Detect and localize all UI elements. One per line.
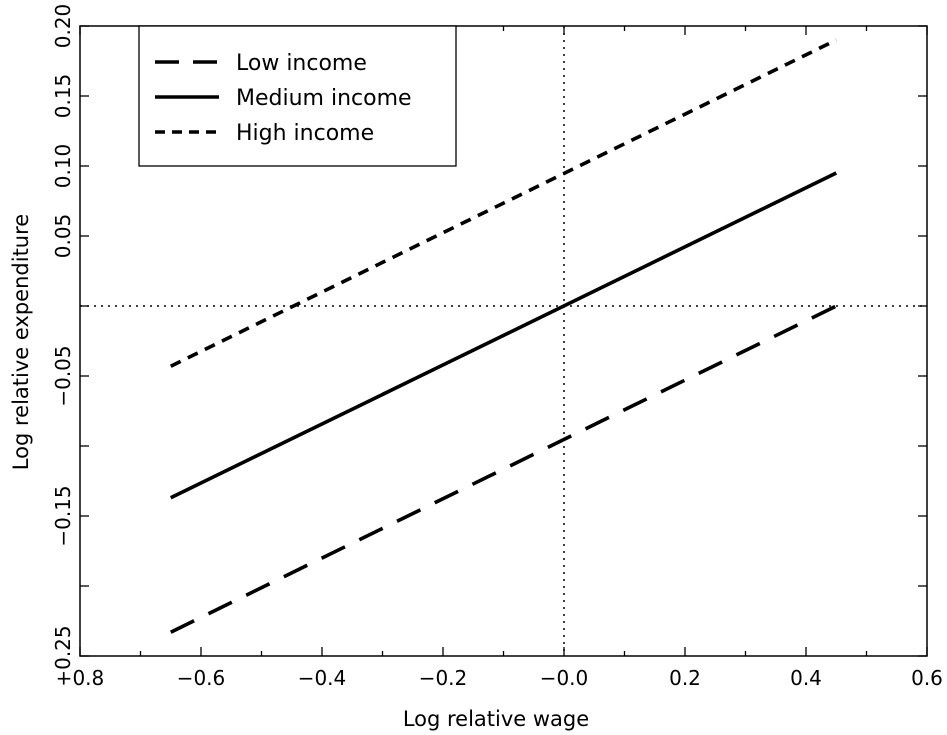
y-tick-label: −0.25 <box>51 625 75 686</box>
y-tick-label: 0.10 <box>51 144 75 189</box>
x-axis-title: Log relative wage <box>403 707 589 731</box>
x-tick-label: −0.2 <box>419 666 468 690</box>
reference-lines <box>80 26 927 656</box>
legend-label: High income <box>236 121 374 146</box>
x-tick-label: −0.8 <box>56 666 105 690</box>
series-line-low-income <box>169 304 838 634</box>
y-tick-label: −0.05 <box>51 345 75 406</box>
x-tick-label: 0.2 <box>669 666 701 690</box>
series-lines <box>169 38 838 634</box>
x-tick-label: −0.4 <box>298 666 347 690</box>
y-tick-label: 0.05 <box>51 214 75 259</box>
legend-label: Low income <box>236 51 367 76</box>
y-tick-label: −0.15 <box>51 485 75 546</box>
x-tick-label: 0.6 <box>911 666 943 690</box>
series-line-medium-income <box>169 171 838 500</box>
series-line-high-income <box>169 38 838 368</box>
y-axis-title: Log relative expenditure <box>9 214 33 470</box>
x-tick-label: −0.0 <box>540 666 589 690</box>
legend-label: Medium income <box>236 86 412 111</box>
legend: Low income Medium income High income <box>138 25 457 167</box>
axis-tick-labels: −0.8 −0.6 −0.4 −0.2 −0.0 0.2 0.4 0.6 −0.25 −0.15 −… <box>51 4 943 690</box>
y-tick-label: 0.20 <box>51 4 75 49</box>
x-tick-label: 0.4 <box>790 666 822 690</box>
y-tick-label: 0.15 <box>51 74 75 119</box>
x-tick-label: −0.6 <box>177 666 226 690</box>
